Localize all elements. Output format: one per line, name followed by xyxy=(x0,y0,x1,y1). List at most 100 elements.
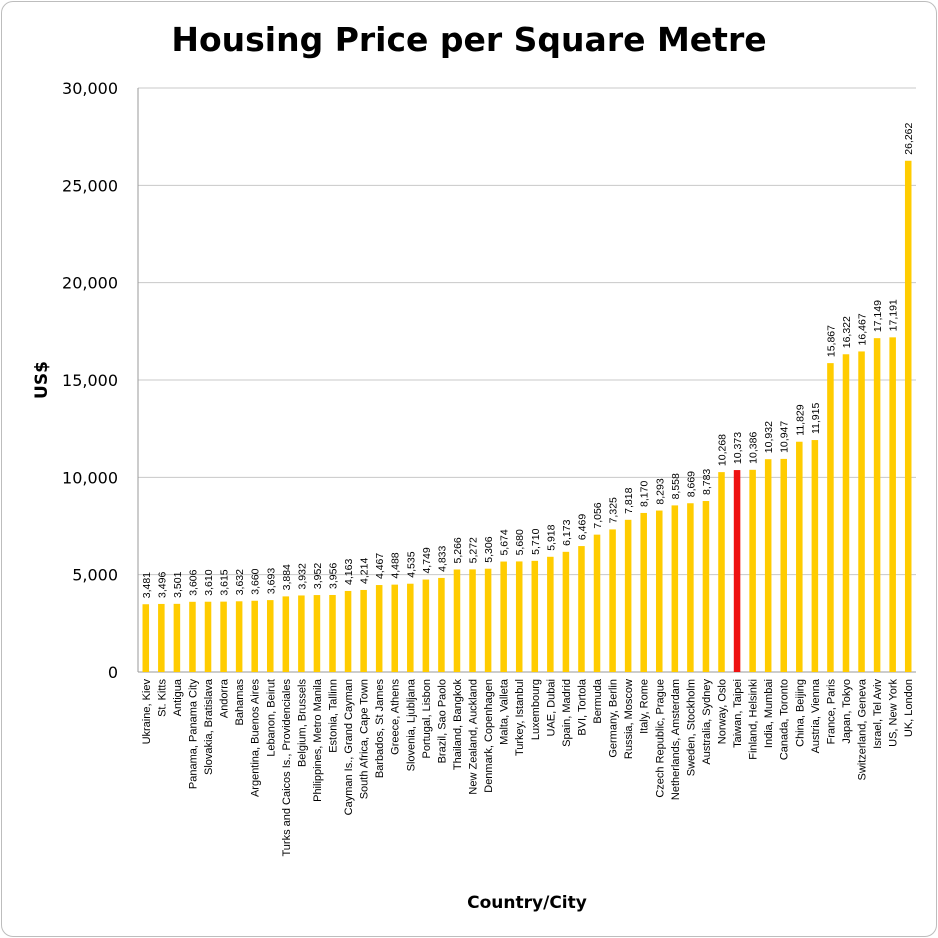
bar xyxy=(702,501,710,672)
x-tick-label: Luxembourg xyxy=(530,679,542,740)
x-tick-label: BVI, Tortola xyxy=(576,678,588,736)
data-label: 3,610 xyxy=(203,569,215,595)
bar xyxy=(655,510,663,672)
data-label: 8,558 xyxy=(670,473,682,499)
x-tick-label: Turkey, Istanbul xyxy=(514,679,526,756)
x-tick-label: Philippines, Metro Manila xyxy=(312,678,324,802)
bar xyxy=(438,577,445,672)
x-tick-label: Belgium, Brussels xyxy=(296,679,308,768)
bar xyxy=(873,338,881,672)
bar xyxy=(391,584,399,672)
data-label: 3,660 xyxy=(250,568,262,594)
data-label: 6,173 xyxy=(561,519,573,545)
data-label: 5,680 xyxy=(514,529,526,555)
data-label: 10,386 xyxy=(748,432,760,464)
data-label: 4,488 xyxy=(390,552,402,578)
x-tick-label: Lebanon, Beirut xyxy=(265,679,277,757)
x-tick-label: Netherlands, Amsterdam xyxy=(670,679,682,800)
data-label: 3,956 xyxy=(328,563,340,589)
x-tick-label: Taiwan, Taipei xyxy=(732,679,744,748)
data-label: 3,632 xyxy=(234,569,246,595)
bar xyxy=(453,569,461,672)
x-tick-label: Slovenia, Ljubljana xyxy=(405,678,417,771)
bar xyxy=(624,519,632,672)
y-axis-ticks: 0 5,000 10,000 15,000 20,000 25,000 30,000 xyxy=(62,79,118,682)
x-tick-label: Czech Republic, Prague xyxy=(654,679,666,798)
data-label: 4,749 xyxy=(421,547,433,573)
x-tick-label: Malta, Valleta xyxy=(499,678,511,745)
data-label: 16,467 xyxy=(857,313,869,345)
x-tick-label: Barbados, St James xyxy=(374,679,386,779)
bar xyxy=(484,568,492,672)
x-tick-label: UK, London xyxy=(903,679,915,737)
data-label: 5,272 xyxy=(468,537,480,563)
x-tick-label: Italy, Rome xyxy=(639,679,651,734)
x-tick-label: India, Mumbai xyxy=(763,679,775,748)
data-label: 8,669 xyxy=(685,471,697,497)
bar xyxy=(189,601,196,672)
data-label: 5,918 xyxy=(545,524,557,550)
bar xyxy=(687,503,694,672)
data-label: 8,170 xyxy=(639,481,651,507)
data-label: 11,915 xyxy=(810,403,822,434)
bar xyxy=(842,354,850,672)
x-tick-label: Spain, Madrid xyxy=(561,679,573,747)
data-label: 5,674 xyxy=(499,529,511,555)
bar xyxy=(562,551,570,672)
bar xyxy=(796,441,803,672)
data-label: 3,693 xyxy=(265,568,277,594)
chart-title: Housing Price per Square Metre xyxy=(171,20,766,59)
bar xyxy=(904,160,912,672)
bar xyxy=(313,595,321,672)
data-label: 3,496 xyxy=(156,572,168,598)
bar xyxy=(858,351,865,672)
bar xyxy=(764,459,772,672)
data-label: 10,932 xyxy=(763,421,775,453)
x-tick-label: Finland, Helsinki xyxy=(748,679,760,760)
data-label: 17,191 xyxy=(888,299,900,331)
data-label: 4,833 xyxy=(436,545,448,571)
data-label: 7,056 xyxy=(592,502,604,528)
data-label: 3,501 xyxy=(172,571,184,597)
x-tick-label: China, Beijing xyxy=(794,679,806,747)
y-tick-label: 20,000 xyxy=(62,274,118,293)
y-tick-label: 30,000 xyxy=(62,79,118,98)
bar xyxy=(329,594,336,672)
bar xyxy=(640,512,647,672)
y-tick-label: 10,000 xyxy=(62,468,118,487)
bar xyxy=(235,601,243,672)
x-tick-label: Slovakia, Bratislava xyxy=(203,678,215,775)
data-label: 11,829 xyxy=(794,404,806,435)
x-tick-label: Panama, Panama City xyxy=(187,679,199,790)
bar xyxy=(220,601,227,672)
data-label: 3,932 xyxy=(296,563,308,589)
bar xyxy=(749,469,756,672)
x-tick-label: Bahamas xyxy=(234,679,246,726)
bar xyxy=(344,590,352,672)
data-label: 8,783 xyxy=(701,469,713,495)
data-label: 5,306 xyxy=(483,536,495,562)
y-tick-label: 5,000 xyxy=(72,566,118,585)
bar xyxy=(469,569,476,672)
x-tick-label: US, New York xyxy=(888,679,900,747)
x-tick-label: Norway, Oslo xyxy=(717,679,729,744)
bar xyxy=(282,596,290,672)
x-tick-label: Bermuda xyxy=(592,678,604,724)
y-tick-label: 15,000 xyxy=(62,371,118,390)
x-tick-label: Andorra xyxy=(219,678,231,718)
data-label: 4,467 xyxy=(374,553,386,579)
data-label: 3,884 xyxy=(281,564,293,590)
bar xyxy=(142,604,150,672)
y-axis-title: US$ xyxy=(32,361,52,399)
bar xyxy=(733,470,741,672)
data-label: 8,293 xyxy=(654,478,666,504)
x-tick-label: Austria, Vienna xyxy=(810,678,822,753)
bar xyxy=(298,595,305,672)
data-label: 7,818 xyxy=(623,487,635,513)
data-label: 17,149 xyxy=(872,300,884,332)
x-tick-label: UAE, Dubai xyxy=(545,679,557,736)
x-tick-label: Turks and Caicos Is., Providenciales xyxy=(281,679,293,857)
x-tick-label: Canada, Toronto xyxy=(779,679,791,760)
bar xyxy=(811,440,819,672)
